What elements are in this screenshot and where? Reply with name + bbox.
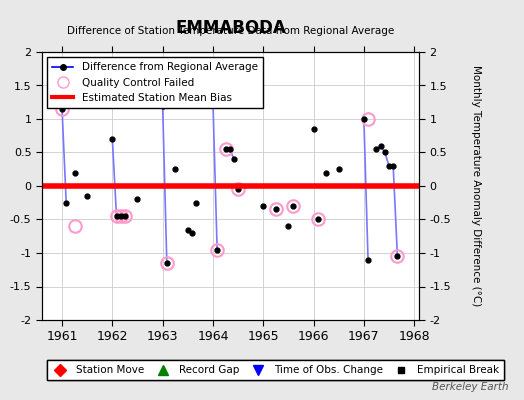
Y-axis label: Monthly Temperature Anomaly Difference (°C): Monthly Temperature Anomaly Difference (… [471,65,481,307]
Legend: Station Move, Record Gap, Time of Obs. Change, Empirical Break: Station Move, Record Gap, Time of Obs. C… [47,360,505,380]
Text: Difference of Station Temperature Data from Regional Average: Difference of Station Temperature Data f… [67,26,394,36]
Text: Berkeley Earth: Berkeley Earth [432,382,508,392]
Title: EMMABODA: EMMABODA [175,18,286,36]
